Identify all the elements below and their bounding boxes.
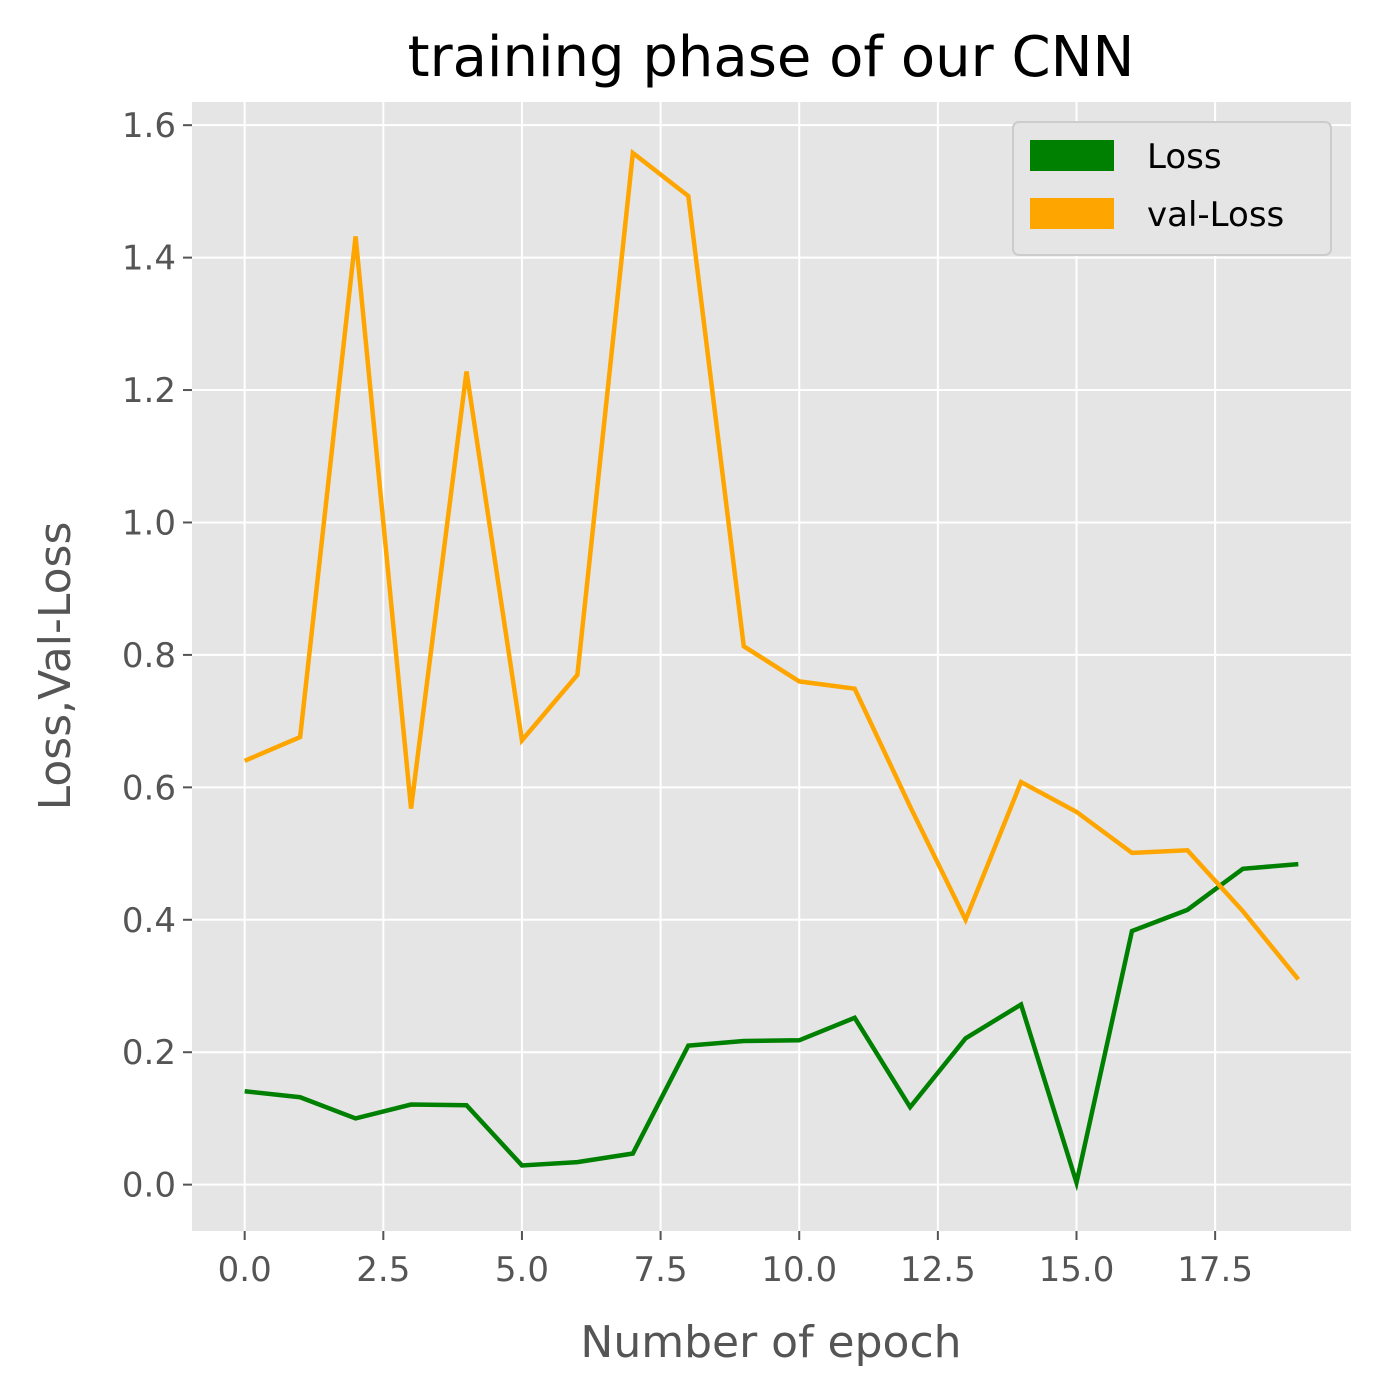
x-tick-label: 2.5 — [356, 1250, 410, 1290]
x-tick-label: 7.5 — [634, 1250, 688, 1290]
y-tick-label: 0.6 — [122, 768, 176, 808]
x-tick-label: 5.0 — [495, 1250, 549, 1290]
x-tick-label: 12.5 — [900, 1250, 976, 1290]
x-axis-label: Number of epoch — [580, 1317, 961, 1368]
series-line-1 — [243, 148, 1301, 981]
chart-title: training phase of our CNN — [408, 25, 1135, 90]
y-tick-label: 1.2 — [122, 371, 176, 411]
legend: Loss val-Loss — [1012, 121, 1332, 256]
y-tick-label: 1.4 — [122, 239, 176, 279]
legend-swatch-1 — [1030, 198, 1114, 229]
series-group — [243, 148, 1301, 1192]
y-tick-label: 0.4 — [122, 901, 176, 941]
y-axis-label: Loss,Val-Loss — [30, 522, 81, 811]
x-axis-ticks: 0.0 2.5 5.0 7.5 10.0 12.5 15.0 17.5 — [218, 1231, 1253, 1290]
y-tick-label: 1.6 — [122, 106, 176, 146]
series-line-0 — [244, 861, 1299, 1192]
x-tick-label: 17.5 — [1177, 1250, 1253, 1290]
y-tick-label: 1.0 — [122, 503, 176, 543]
x-tick-label: 15.0 — [1039, 1250, 1115, 1290]
legend-label-0: Loss — [1147, 137, 1222, 177]
legend-swatch-0 — [1030, 140, 1114, 171]
x-tick-label: 10.0 — [761, 1250, 837, 1290]
y-tick-label: 0.2 — [122, 1033, 176, 1073]
y-axis-ticks: 0.0 0.2 0.4 0.6 0.8 1.0 1.2 1.4 1.6 — [122, 106, 192, 1206]
y-tick-label: 0.8 — [122, 636, 176, 676]
x-tick-label: 0.0 — [218, 1250, 272, 1290]
legend-label-1: val-Loss — [1147, 195, 1284, 235]
y-tick-label: 0.0 — [122, 1166, 176, 1206]
